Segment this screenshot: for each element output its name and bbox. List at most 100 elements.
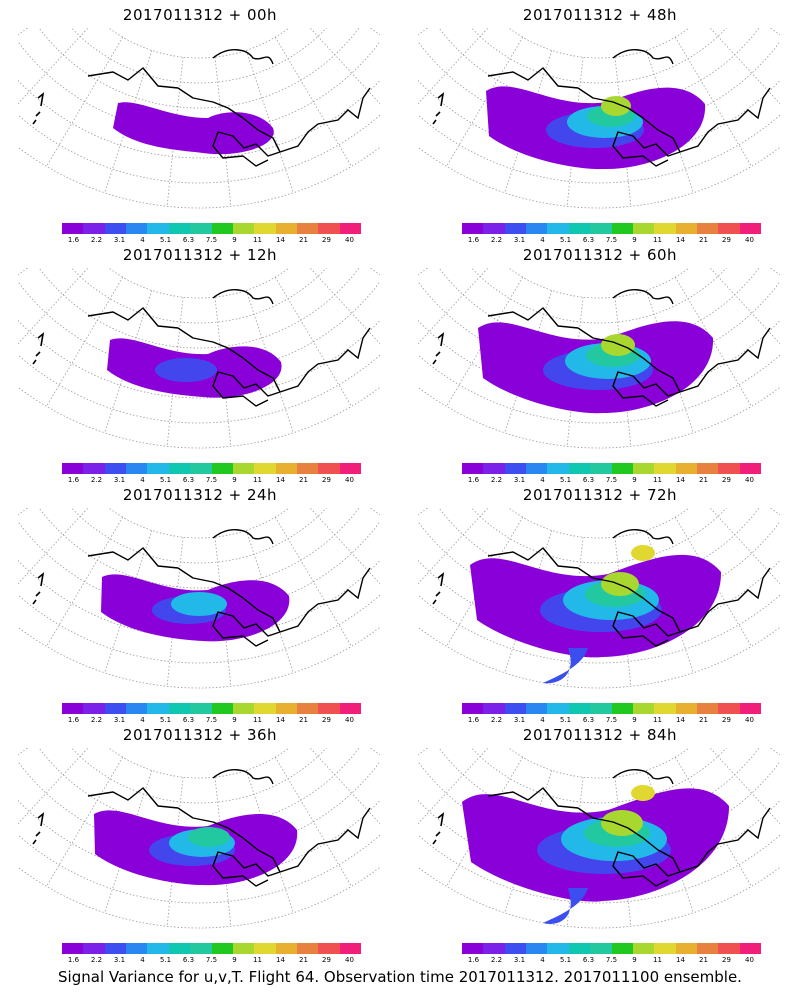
colorbar-tick-label: 40 bbox=[745, 476, 754, 484]
colorbar-swatch bbox=[275, 943, 297, 954]
longitude-line bbox=[18, 508, 89, 585]
colorbar-swatch bbox=[147, 703, 169, 714]
colorbar-swatch bbox=[254, 703, 276, 714]
longitude-line bbox=[418, 268, 489, 345]
colorbar-swatch bbox=[104, 703, 127, 714]
colorbar-swatch bbox=[504, 703, 527, 714]
colorbar-tick-label: 5.1 bbox=[159, 956, 172, 964]
longitude-line bbox=[46, 756, 124, 887]
longitude-line bbox=[274, 276, 352, 407]
colorbar-tick-label: 3.1 bbox=[113, 716, 126, 724]
colorbar-tick-label: 9 bbox=[632, 236, 637, 244]
colorbar-swatch bbox=[718, 703, 740, 714]
map-panel: 2017011312 + 36h 1.6 2.2 3.1 4 5.1 6.3 7.5 9 11 14… bbox=[0, 720, 400, 964]
colorbar-tick-label: 14 bbox=[676, 956, 685, 964]
colorbar-swatch bbox=[483, 223, 505, 234]
colorbar-tick-label: 7.5 bbox=[205, 236, 218, 244]
colorbar-swatch bbox=[232, 223, 255, 234]
colorbar-tick-label: 29 bbox=[722, 956, 731, 964]
variance-field bbox=[107, 338, 282, 398]
longitude-line bbox=[709, 268, 780, 345]
longitude-line bbox=[418, 508, 489, 585]
colorbar-tick-label: 40 bbox=[345, 716, 354, 724]
colorbar-tick-label: 3.1 bbox=[113, 476, 126, 484]
colorbar-swatch bbox=[568, 463, 591, 474]
longitude-line bbox=[674, 36, 752, 167]
variance-tail bbox=[543, 648, 588, 684]
map-panel: 2017011312 + 84h 1.6 2.2 3.1 4 5.1 6.3 7.5 9 11 14… bbox=[400, 720, 800, 964]
colorbar-swatch bbox=[83, 223, 105, 234]
colorbar-swatch bbox=[739, 703, 762, 714]
colorbar-tick-label: 21 bbox=[699, 236, 708, 244]
coastline bbox=[679, 567, 771, 633]
coastline bbox=[87, 307, 281, 407]
colorbar-swatch bbox=[190, 703, 212, 714]
latitude-line bbox=[18, 40, 380, 134]
colorbar-swatch bbox=[275, 223, 297, 234]
colorbar-tick-label: 6.3 bbox=[582, 476, 595, 484]
colorbar-tick-label: 21 bbox=[699, 716, 708, 724]
colorbar bbox=[462, 943, 762, 954]
colorbar-swatch bbox=[675, 703, 697, 714]
colorbar-tick-label: 6.3 bbox=[182, 716, 195, 724]
colorbar-swatch bbox=[83, 463, 105, 474]
colorbar-tick-label: 21 bbox=[299, 716, 308, 724]
latitude-line bbox=[18, 280, 380, 374]
longitude-line bbox=[309, 28, 380, 105]
colorbar-ticks: 1.6 2.2 3.1 4 5.1 6.3 7.5 9 11 14 21 29 40 bbox=[54, 956, 374, 966]
colorbar-swatch bbox=[211, 463, 233, 474]
latitude-line bbox=[508, 508, 690, 539]
colorbar-swatch bbox=[654, 703, 676, 714]
latitude-line bbox=[418, 40, 780, 134]
longitude-line bbox=[418, 748, 489, 825]
colorbar-tick-label: 9 bbox=[632, 956, 637, 964]
latitude-line bbox=[108, 748, 290, 779]
colorbar-swatch bbox=[339, 223, 362, 234]
latitude-line bbox=[18, 866, 380, 929]
coastline-arctic-islands bbox=[212, 289, 274, 305]
colorbar-swatch bbox=[696, 223, 719, 234]
colorbar-tick-label: 2.2 bbox=[90, 236, 103, 244]
colorbar-swatch bbox=[675, 943, 697, 954]
colorbar-tick-label: 6.3 bbox=[182, 476, 195, 484]
latitude-line bbox=[38, 748, 360, 829]
coastline-west bbox=[432, 332, 445, 365]
latitude-line bbox=[418, 319, 780, 399]
colorbar-tick-label: 40 bbox=[745, 716, 754, 724]
colorbar-tick-label: 1.6 bbox=[467, 956, 480, 964]
colorbar-swatch bbox=[62, 943, 84, 954]
colorbar-tick-label: 21 bbox=[299, 956, 308, 964]
coastline bbox=[487, 307, 681, 407]
colorbar-tick-label: 29 bbox=[722, 716, 731, 724]
colorbar-tick-label: 1.6 bbox=[67, 236, 80, 244]
panel-title: 2017011312 + 84h bbox=[522, 726, 678, 744]
longitude-line bbox=[18, 748, 89, 825]
colorbar-swatch bbox=[339, 943, 362, 954]
coastline bbox=[87, 787, 281, 887]
coastline bbox=[487, 547, 681, 647]
colorbar-tick-label: 3.1 bbox=[513, 956, 526, 964]
colorbar-swatch bbox=[504, 463, 527, 474]
map-panel: 2017011312 + 24h 1.6 2.2 3.1 4 5.1 6.3 7.5 9 11 14… bbox=[0, 480, 400, 724]
colorbar-swatch bbox=[232, 703, 255, 714]
colorbar-tick-label: 14 bbox=[276, 956, 285, 964]
colorbar-tick-label: 14 bbox=[276, 716, 285, 724]
colorbar-tick-label: 29 bbox=[722, 236, 731, 244]
latitude-line bbox=[418, 760, 780, 854]
colorbar-tick-label: 11 bbox=[253, 236, 262, 244]
colorbar-swatch bbox=[632, 463, 655, 474]
colorbar-tick-label: 6.3 bbox=[582, 956, 595, 964]
polar-map bbox=[418, 268, 780, 449]
longitude-line bbox=[418, 28, 489, 105]
colorbar-swatch bbox=[83, 943, 105, 954]
colorbar-swatch bbox=[232, 943, 255, 954]
colorbar-tick-label: 40 bbox=[345, 476, 354, 484]
colorbar-ticks: 1.6 2.2 3.1 4 5.1 6.3 7.5 9 11 14 21 29 40 bbox=[54, 716, 374, 726]
coastline bbox=[87, 67, 281, 167]
variance-field bbox=[94, 810, 298, 886]
colorbar-swatch bbox=[526, 463, 548, 474]
colorbar-swatch bbox=[547, 703, 569, 714]
colorbar-tick-label: 1.6 bbox=[67, 956, 80, 964]
colorbar-tick-label: 9 bbox=[632, 716, 637, 724]
variance-contour-mid bbox=[155, 358, 217, 382]
